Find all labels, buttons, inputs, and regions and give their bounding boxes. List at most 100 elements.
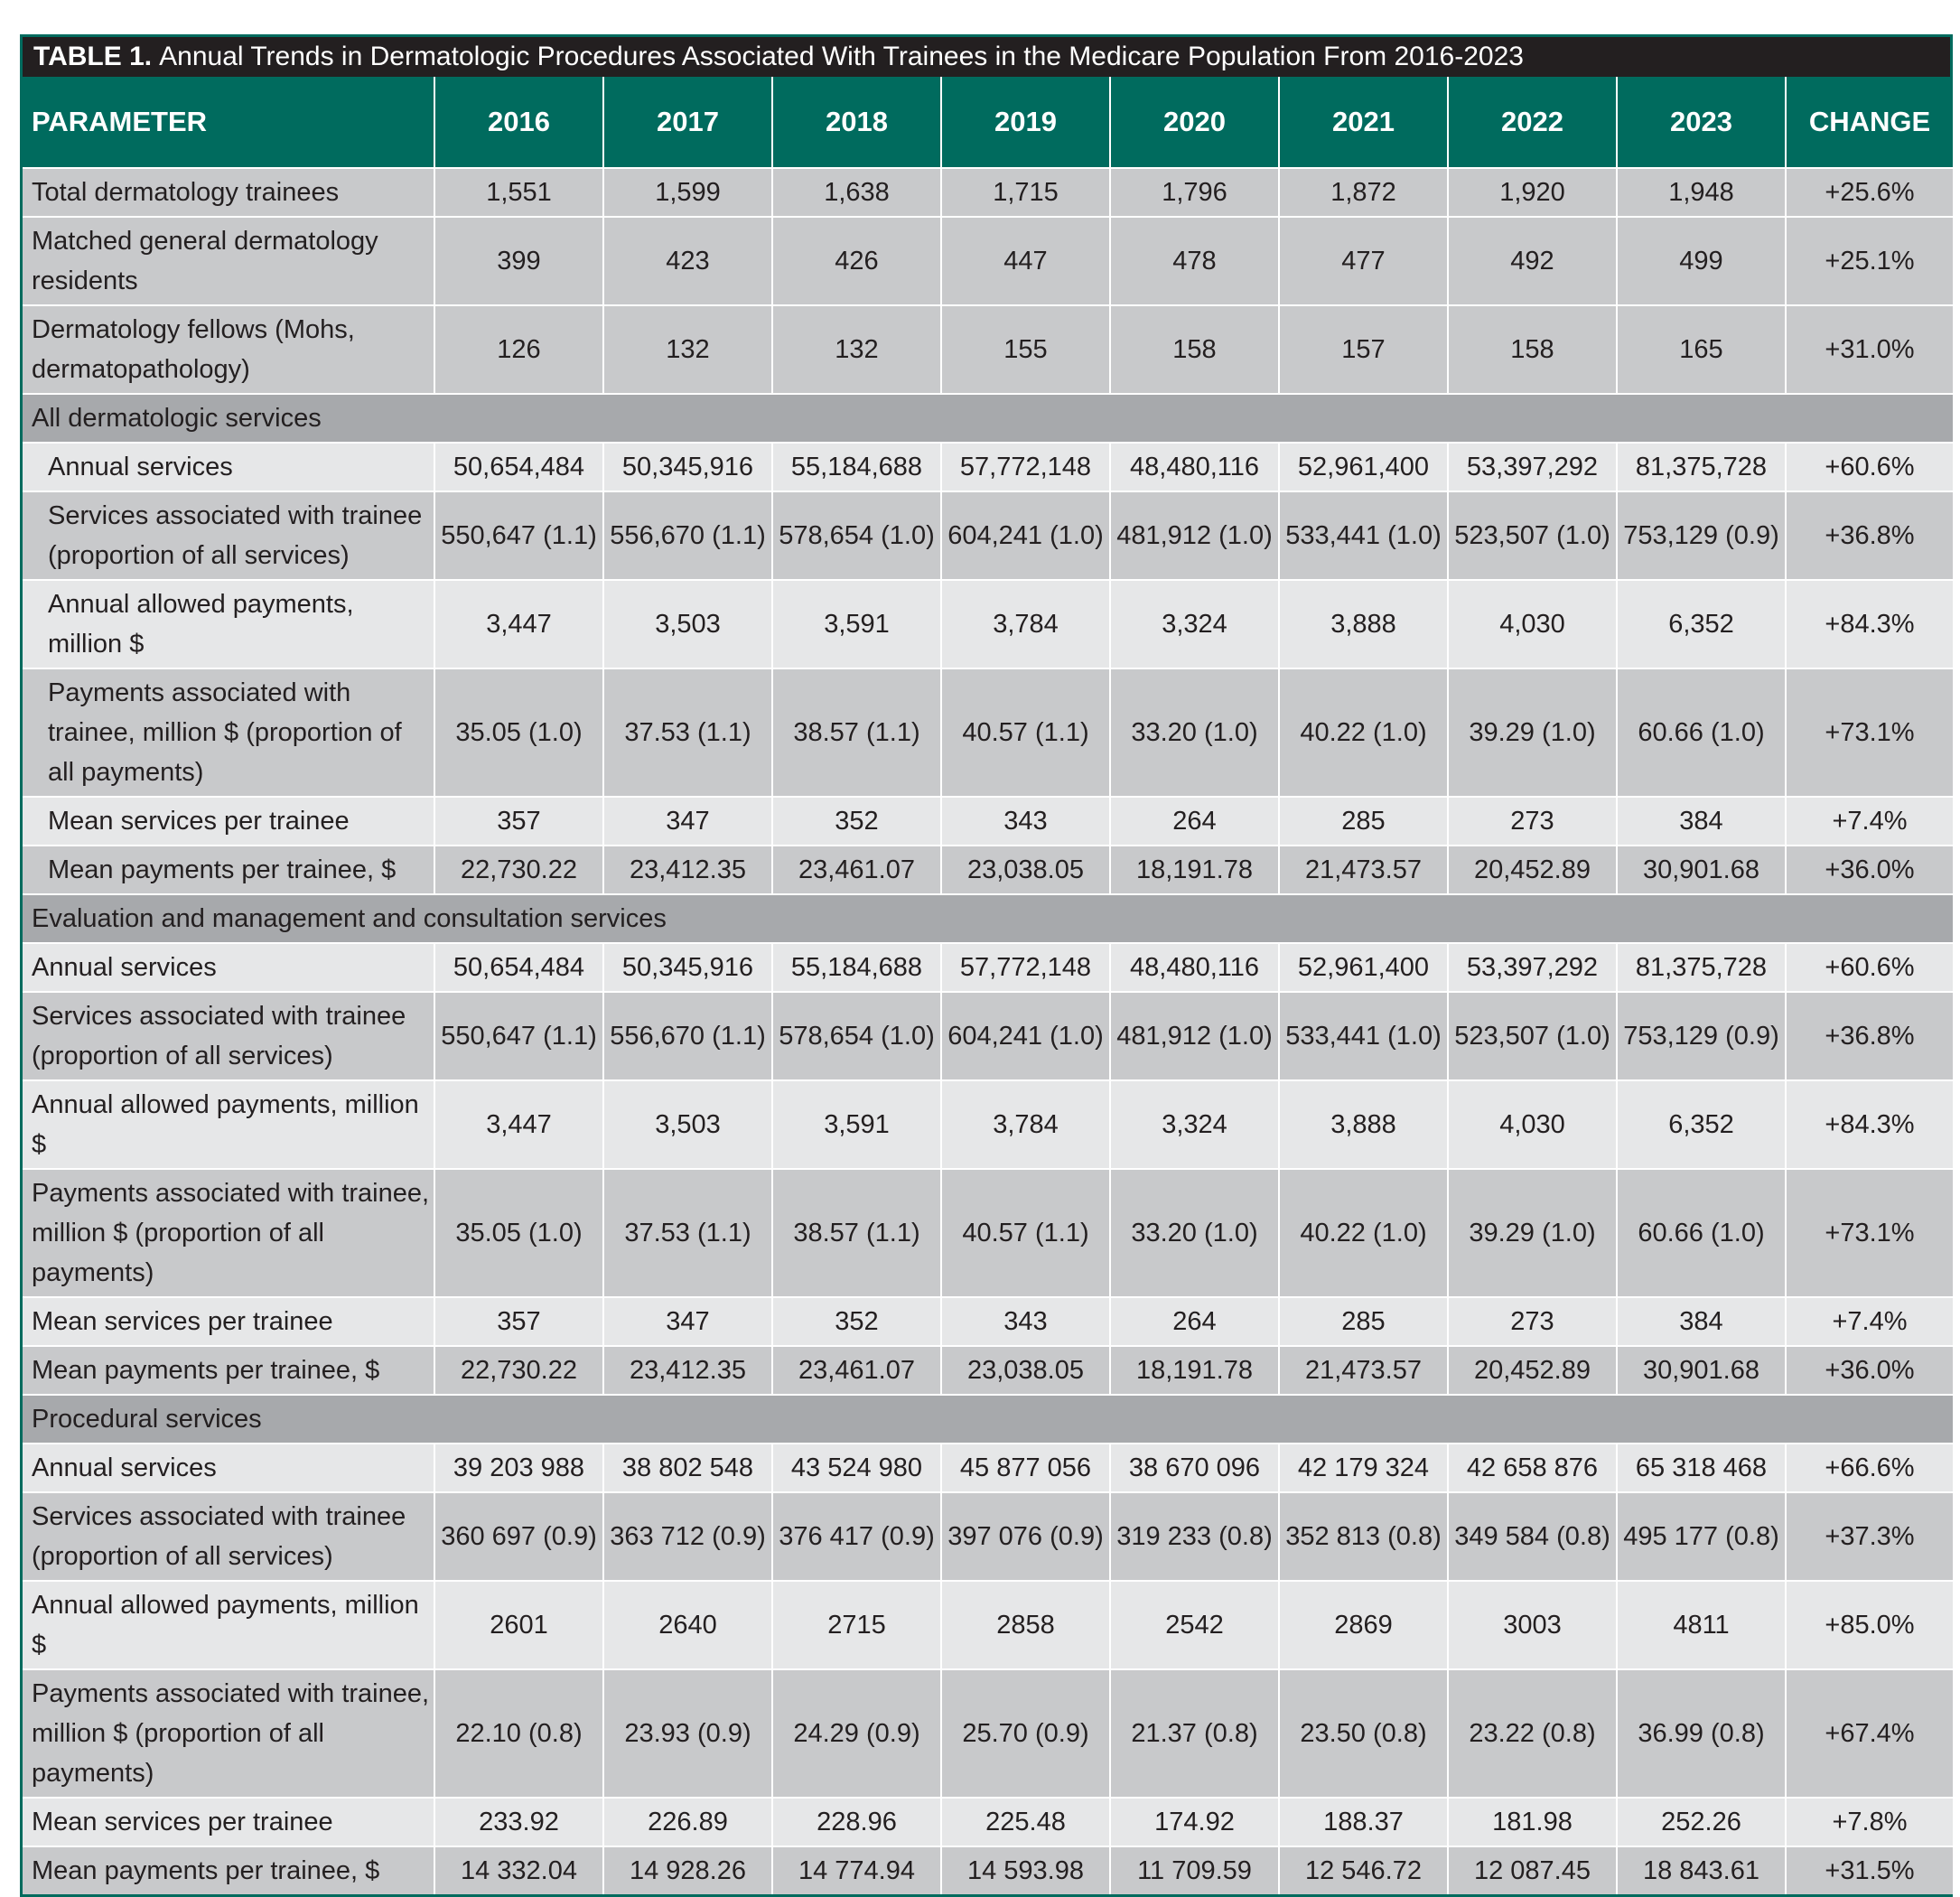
value-cell: 2542	[1110, 1580, 1280, 1669]
value-cell: 492	[1448, 216, 1618, 305]
value-cell: 18,191.78	[1110, 845, 1280, 894]
table-row: Payments associated with trainee, millio…	[23, 1168, 1953, 1297]
change-cell: +73.1%	[1786, 1168, 1953, 1297]
change-cell: +25.6%	[1786, 167, 1953, 217]
value-cell: 352	[772, 1296, 942, 1346]
table-frame: TABLE 1. Annual Trends in Dermatologic Pr…	[20, 34, 1953, 1897]
row-label: Annual allowed payments, million $	[23, 1580, 435, 1669]
table-row: Total dermatology trainees 1,551 1,599 1,63…	[23, 167, 1953, 217]
value-cell: 132	[603, 304, 773, 394]
value-cell: 3,447	[434, 579, 604, 668]
value-cell: 523,507 (1.0)	[1448, 991, 1618, 1080]
value-cell: 23,461.07	[772, 1345, 942, 1395]
value-cell: 165	[1617, 304, 1787, 394]
value-cell: 11 709.59	[1110, 1846, 1280, 1894]
value-cell: 319 233 (0.8)	[1110, 1491, 1280, 1581]
value-cell: 36.99 (0.8)	[1617, 1668, 1787, 1798]
value-cell: 38.57 (1.1)	[772, 1168, 942, 1297]
value-cell: 578,654 (1.0)	[772, 491, 942, 580]
row-label: Mean services per trainee	[23, 796, 435, 846]
value-cell: 33.20 (1.0)	[1110, 1168, 1280, 1297]
value-cell: 225.48	[941, 1797, 1111, 1846]
table-title: TABLE 1. Annual Trends in Dermatologic Pr…	[23, 37, 1950, 77]
value-cell: 533,441 (1.0)	[1279, 491, 1449, 580]
value-cell: 39.29 (1.0)	[1448, 1168, 1618, 1297]
value-cell: 48,480,116	[1110, 442, 1280, 491]
row-label: Dermatology fellows (Mohs, dermatopathol…	[23, 304, 435, 394]
value-cell: 1,599	[603, 167, 773, 217]
value-cell: 24.29 (0.9)	[772, 1668, 942, 1798]
table-number: TABLE 1.	[33, 42, 153, 71]
value-cell: 181.98	[1448, 1797, 1618, 1846]
row-label: Annual services	[23, 442, 435, 491]
data-table: PARAMETER 2016 2017 2018 2019 2020 2021 …	[23, 77, 1953, 1894]
header-2017: 2017	[603, 77, 773, 168]
change-cell: +37.3%	[1786, 1491, 1953, 1581]
value-cell: 550,647 (1.1)	[434, 991, 604, 1080]
header-2018: 2018	[772, 77, 942, 168]
change-cell: +36.8%	[1786, 991, 1953, 1080]
value-cell: 48,480,116	[1110, 942, 1280, 992]
value-cell: 604,241 (1.0)	[941, 491, 1111, 580]
value-cell: 357	[434, 1296, 604, 1346]
change-cell: +36.0%	[1786, 1345, 1953, 1395]
value-cell: 33.20 (1.0)	[1110, 668, 1280, 797]
change-cell: +7.4%	[1786, 1296, 1953, 1346]
header-row: PARAMETER 2016 2017 2018 2019 2020 2021 …	[23, 77, 1953, 168]
value-cell: 14 332.04	[434, 1846, 604, 1894]
value-cell: 30,901.68	[1617, 1345, 1787, 1395]
table-row: Mean payments per trainee, $14 332.04 14 …	[23, 1846, 1953, 1894]
row-label: Services associated with trainee (propor…	[23, 1491, 435, 1581]
row-label: Mean services per trainee	[23, 1296, 435, 1346]
value-cell: 39.29 (1.0)	[1448, 668, 1618, 797]
row-label: Mean payments per trainee, $	[23, 845, 435, 894]
row-label: Services associated with trainee (propor…	[23, 491, 435, 580]
value-cell: 426	[772, 216, 942, 305]
value-cell: 55,184,688	[772, 442, 942, 491]
value-cell: 4,030	[1448, 1079, 1618, 1169]
value-cell: 352	[772, 796, 942, 846]
row-label: Payments associated with trainee, millio…	[23, 668, 435, 797]
value-cell: 556,670 (1.1)	[603, 991, 773, 1080]
value-cell: 3,591	[772, 579, 942, 668]
value-cell: 533,441 (1.0)	[1279, 991, 1449, 1080]
value-cell: 43 524 980	[772, 1443, 942, 1492]
value-cell: 50,654,484	[434, 942, 604, 992]
value-cell: 3,784	[941, 579, 1111, 668]
value-cell: 273	[1448, 796, 1618, 846]
change-cell: +66.6%	[1786, 1443, 1953, 1492]
value-cell: 499	[1617, 216, 1787, 305]
value-cell: 252.26	[1617, 1797, 1787, 1846]
row-label: Services associated with trainee (propor…	[23, 991, 435, 1080]
value-cell: 2601	[434, 1580, 604, 1669]
row-label: Annual allowed payments, million $	[23, 579, 435, 668]
change-cell: +31.0%	[1786, 304, 1953, 394]
value-cell: 38.57 (1.1)	[772, 668, 942, 797]
value-cell: 126	[434, 304, 604, 394]
section-title: Procedural services	[23, 1394, 1953, 1444]
value-cell: 65 318 468	[1617, 1443, 1787, 1492]
row-label: Total dermatology trainees	[23, 167, 435, 217]
value-cell: 50,345,916	[603, 942, 773, 992]
value-cell: 447	[941, 216, 1111, 305]
value-cell: 50,654,484	[434, 442, 604, 491]
value-cell: 3,324	[1110, 1079, 1280, 1169]
table-row: Payments associated with trainee, millio…	[23, 1668, 1953, 1798]
table-row: Mean payments per trainee, $22,730.22 23,…	[23, 845, 1953, 894]
value-cell: 21.37 (0.8)	[1110, 1668, 1280, 1798]
change-cell: +36.8%	[1786, 491, 1953, 580]
value-cell: 42 179 324	[1279, 1443, 1449, 1492]
value-cell: 349 584 (0.8)	[1448, 1491, 1618, 1581]
value-cell: 35.05 (1.0)	[434, 1168, 604, 1297]
value-cell: 158	[1448, 304, 1618, 394]
value-cell: 22,730.22	[434, 1345, 604, 1395]
header-2023: 2023	[1617, 77, 1787, 168]
change-cell: +7.4%	[1786, 796, 1953, 846]
value-cell: 14 593.98	[941, 1846, 1111, 1894]
change-cell: +85.0%	[1786, 1580, 1953, 1669]
value-cell: 357	[434, 796, 604, 846]
value-cell: 285	[1279, 1296, 1449, 1346]
value-cell: 23.50 (0.8)	[1279, 1668, 1449, 1798]
value-cell: 2640	[603, 1580, 773, 1669]
row-label: Payments associated with trainee, millio…	[23, 1668, 435, 1798]
